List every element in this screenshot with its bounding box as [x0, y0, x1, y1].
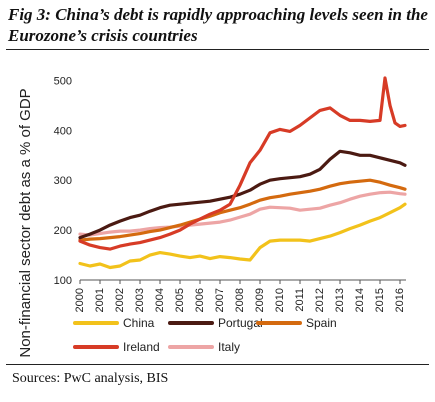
legend-label-portugal: Portugal: [218, 316, 263, 330]
title-divider: [6, 49, 429, 50]
x-tick-label: 2003: [134, 288, 146, 312]
x-tick-label: 2004: [154, 288, 166, 312]
y-axis: 100 200 300 400 500: [54, 75, 72, 287]
line-chart: 100 200 300 400 500 2000 2001 2002 2003 2004 2005…: [17, 75, 407, 358]
y-tick-label: 300: [54, 175, 72, 187]
x-tick-label: 2013: [334, 288, 346, 312]
series-line-ireland: [78, 76, 407, 251]
x-tick-label: 2007: [214, 288, 226, 312]
series-line-china: [78, 202, 407, 270]
x-tick-label: 2001: [94, 288, 106, 312]
x-tick-label: 2000: [74, 288, 86, 312]
y-tick-label: 100: [54, 275, 72, 287]
x-tick-label: 2016: [394, 288, 406, 312]
x-tick-label: 2012: [314, 288, 326, 312]
sources-note: Sources: PwC analysis, BIS: [12, 371, 169, 386]
x-tick-label: 2009: [254, 288, 266, 312]
x-axis: 2000 2001 2002 2003 2004 2005 2006 2007 2008 2009…: [74, 279, 406, 312]
x-tick-label: 2005: [174, 288, 186, 312]
sources-divider: [6, 364, 429, 365]
legend: China Portugal Spain Ireland Italy: [73, 316, 337, 354]
x-tick-label: 2002: [114, 288, 126, 312]
legend-label-ireland: Ireland: [123, 340, 160, 354]
series-line-spain: [78, 178, 407, 242]
series-line-italy: [78, 190, 407, 237]
series-line-portugal: [78, 149, 407, 240]
y-tick-label: 200: [54, 225, 72, 237]
y-axis-title: Non-financial sector debt as a % of GDP: [17, 88, 34, 357]
x-tick-label: 2011: [294, 288, 306, 312]
x-tick-label: 2008: [234, 288, 246, 312]
legend-label-italy: Italy: [218, 340, 240, 354]
y-tick-label: 500: [54, 75, 72, 87]
x-tick-label: 2010: [274, 288, 286, 312]
legend-label-spain: Spain: [306, 316, 337, 330]
series-layer: [78, 76, 407, 270]
x-tick-label: 2006: [194, 288, 206, 312]
legend-label-china: China: [123, 316, 155, 330]
y-tick-label: 400: [54, 125, 72, 137]
x-tick-label: 2014: [354, 288, 366, 312]
chart-title: Fig 3: China’s debt is rapidly approachi…: [8, 5, 428, 45]
x-tick-label: 2015: [374, 288, 386, 312]
